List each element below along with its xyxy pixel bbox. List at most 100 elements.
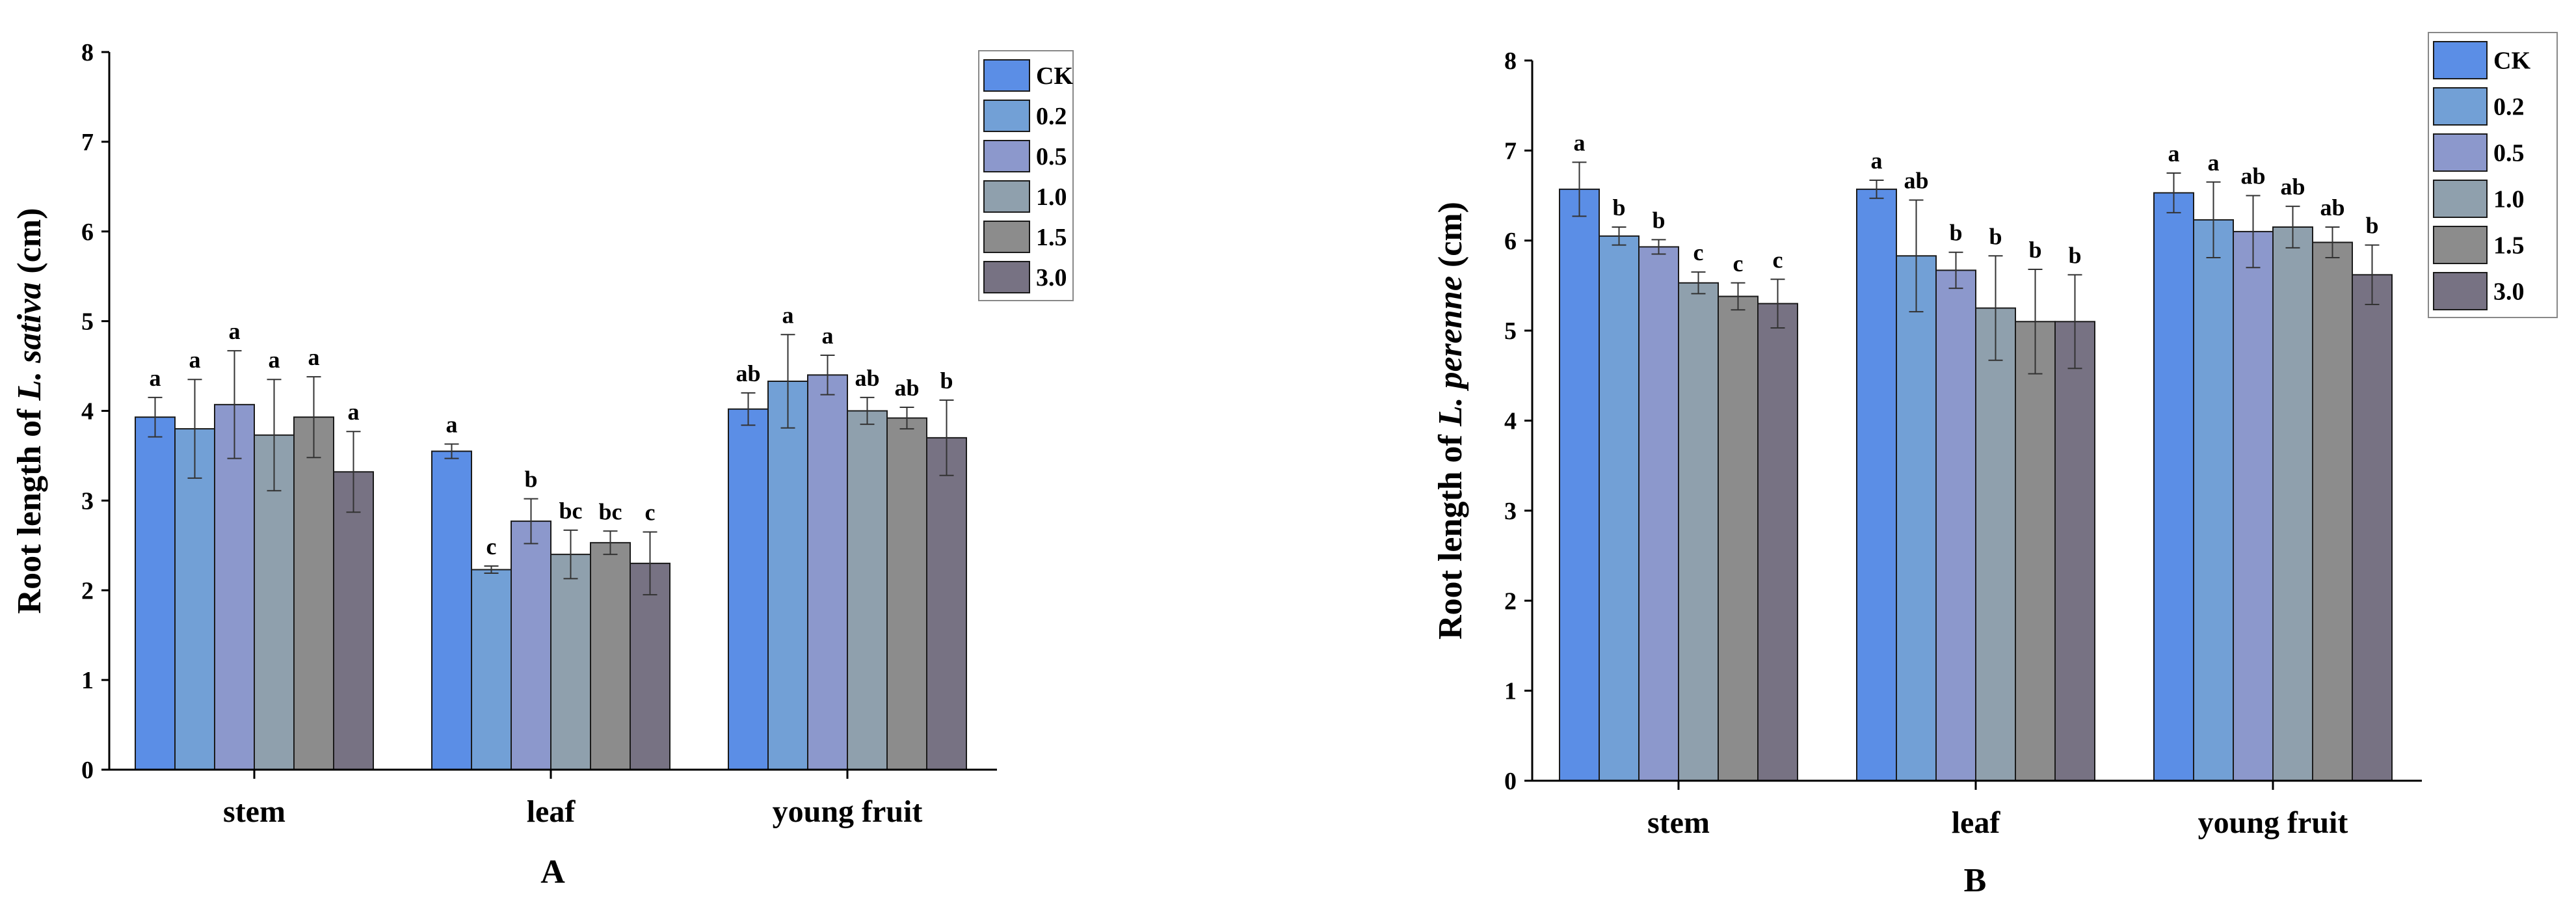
panel-label: A <box>540 854 565 891</box>
bar-b-1-2 <box>1935 269 1976 781</box>
bar-b-1-5 <box>2054 321 2095 782</box>
y-tick-label: 0 <box>1504 768 1517 795</box>
bar-a-0-2 <box>214 403 255 770</box>
bar-a-0-0 <box>135 416 176 770</box>
category-label: stem <box>223 794 285 829</box>
significance-label: a <box>1871 148 1883 174</box>
significance-label: c <box>1693 239 1704 265</box>
y-tick-label: 6 <box>1504 228 1517 255</box>
significance-label: a <box>446 412 458 438</box>
significance-label: b <box>2365 213 2378 239</box>
significance-label: ab <box>1904 167 1928 193</box>
bar-a-1-1 <box>471 569 512 770</box>
bar-b-1-3 <box>1975 307 2016 781</box>
significance-label: c <box>645 500 656 526</box>
bar-b-2-0 <box>2153 192 2194 781</box>
significance-label: b <box>2028 237 2041 263</box>
significance-label: ab <box>2280 174 2305 200</box>
y-tick-label: 7 <box>1504 137 1517 165</box>
bar-a-1-4 <box>590 542 631 771</box>
legend-label: CK <box>2493 47 2530 75</box>
bar-b-2-1 <box>2193 219 2234 781</box>
bar-b-0-0 <box>1559 188 1600 782</box>
bar-a-0-5 <box>333 471 374 770</box>
significance-label: a <box>822 323 834 349</box>
y-tick-label: 1 <box>81 667 94 694</box>
legend-label: 0.2 <box>1036 103 1067 130</box>
legend-box <box>2428 32 2558 318</box>
significance-label: c <box>1773 247 1783 273</box>
legend-label: 3.0 <box>2493 278 2525 306</box>
legend-label: 1.0 <box>2493 186 2525 213</box>
category-label: leaf <box>527 794 576 829</box>
bar-a-1-0 <box>431 450 472 770</box>
legend-swatch <box>983 261 1030 293</box>
legend-swatch <box>2433 87 2488 126</box>
significance-label: ab <box>894 375 919 401</box>
bar-a-2-4 <box>886 417 927 770</box>
legend-label: 1.5 <box>1036 224 1067 251</box>
y-axis-label: Root length of L. perenne (cm) <box>1432 202 1469 640</box>
bar-b-1-1 <box>1896 255 1937 781</box>
bar-b-0-5 <box>1757 303 1798 781</box>
legend-swatch <box>983 100 1030 132</box>
legend-swatch <box>983 180 1030 213</box>
significance-label: b <box>524 466 537 493</box>
significance-label: ab <box>2320 195 2344 221</box>
significance-label: ab <box>2240 163 2265 189</box>
bar-b-2-5 <box>2352 274 2393 781</box>
legend-label: 1.0 <box>1036 183 1067 211</box>
y-tick-label: 3 <box>81 487 94 515</box>
bar-a-2-5 <box>926 437 967 770</box>
bar-b-0-3 <box>1678 282 1719 781</box>
panel-label: B <box>1964 862 1987 899</box>
bar-a-2-2 <box>807 374 848 770</box>
bar-b-0-2 <box>1638 246 1679 781</box>
legend-label: 0.2 <box>2493 94 2525 121</box>
bar-b-1-0 <box>1856 188 1897 782</box>
bar-b-0-4 <box>1718 295 1759 782</box>
y-tick-label: 5 <box>81 308 94 336</box>
legend: CK 0.2 0.5 1.0 1.5 3.0 <box>2428 32 2558 318</box>
category-label: young fruit <box>773 794 923 829</box>
significance-label: a <box>189 347 201 373</box>
category-label: young fruit <box>2198 805 2348 840</box>
legend-label: 3.0 <box>1036 264 1067 291</box>
y-tick-label: 6 <box>81 219 94 246</box>
legend-swatch <box>983 59 1030 92</box>
significance-label: a <box>308 344 320 370</box>
bar-a-1-2 <box>511 520 551 770</box>
significance-label: a <box>150 365 161 391</box>
significance-label: ab <box>736 360 760 386</box>
legend-label: CK <box>1036 62 1073 90</box>
bar-a-2-3 <box>847 410 888 770</box>
significance-label: a <box>229 318 241 344</box>
bar-b-2-3 <box>2272 226 2313 781</box>
y-tick-label: 2 <box>1504 588 1517 615</box>
y-tick-label: 2 <box>81 577 94 604</box>
significance-label: b <box>1612 195 1625 221</box>
significance-label: a <box>1574 129 1586 155</box>
y-tick-label: 5 <box>1504 317 1517 345</box>
significance-label: b <box>1949 220 1962 246</box>
significance-label: a <box>348 399 360 425</box>
y-tick-label: 8 <box>81 39 94 66</box>
legend-swatch <box>983 140 1030 172</box>
bar-b-2-4 <box>2312 241 2353 781</box>
legend-swatch <box>2433 272 2488 310</box>
significance-label: b <box>1652 207 1665 233</box>
legend-label: 0.5 <box>2493 140 2525 167</box>
legend-box <box>978 50 1074 301</box>
y-tick-label: 3 <box>1504 498 1517 525</box>
category-label: leaf <box>1952 805 2001 840</box>
significance-label: a <box>2208 150 2220 176</box>
bar-b-0-1 <box>1599 235 1640 781</box>
significance-label: b <box>940 368 953 394</box>
category-label: stem <box>1647 805 1710 840</box>
legend-label: 1.5 <box>2493 232 2525 260</box>
significance-label: c <box>486 534 497 560</box>
legend-swatch <box>2433 226 2488 264</box>
bar-a-1-5 <box>630 562 671 770</box>
